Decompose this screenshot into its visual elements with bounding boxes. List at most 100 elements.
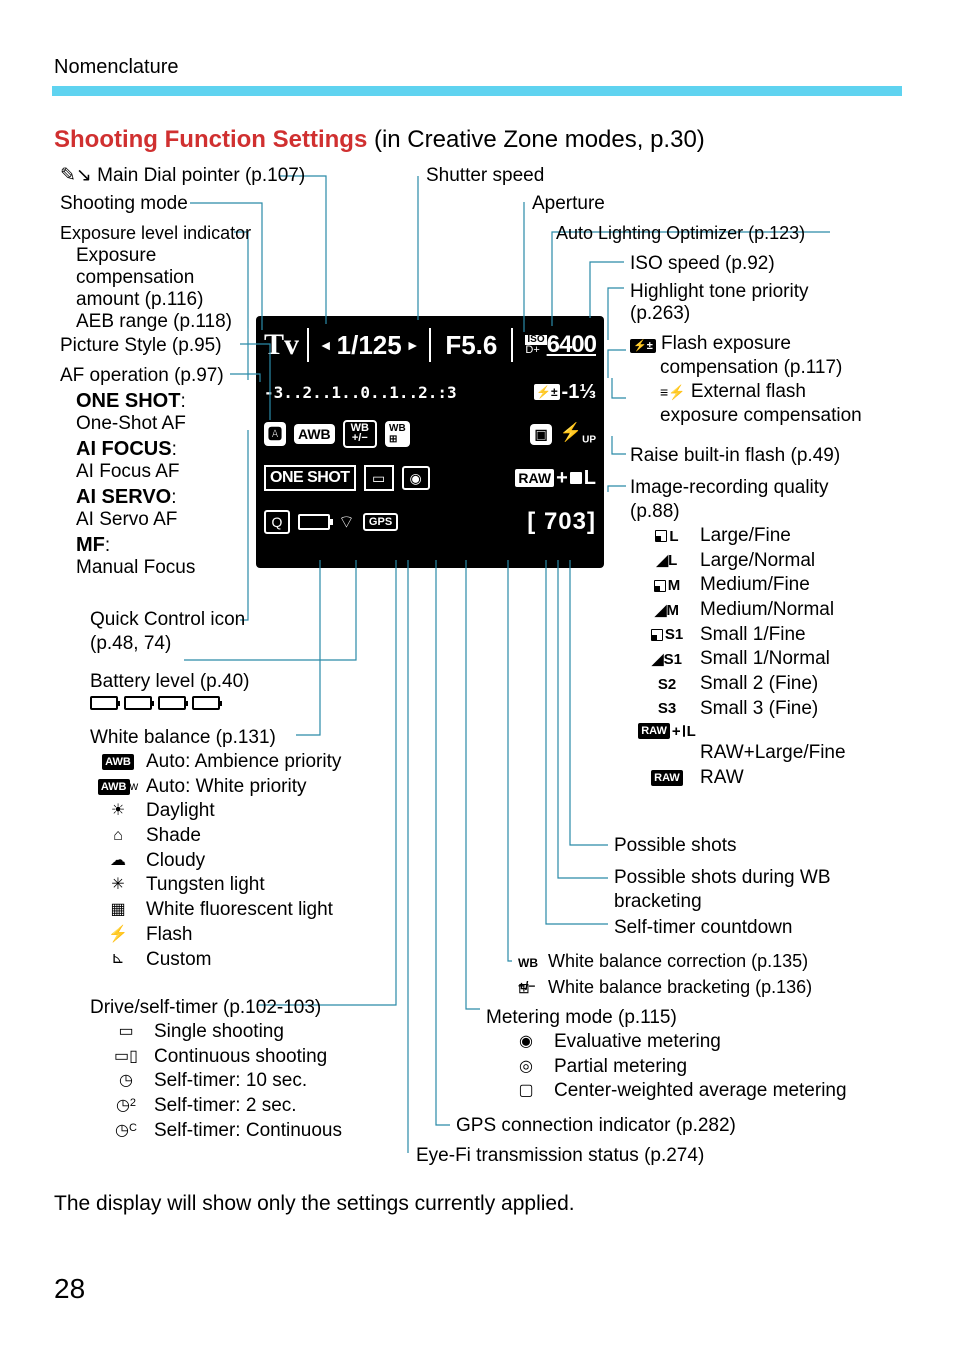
q-mn: Medium/Normal	[700, 598, 834, 623]
lcd-shutter: ◄ 1/125 ►	[317, 330, 421, 361]
aifocus-af: AI Focus AF	[76, 460, 179, 485]
q-lf-icon: L	[646, 527, 688, 547]
drive-cont: Continuous shooting	[154, 1045, 327, 1070]
q-mn-icon: ◢M	[646, 601, 688, 621]
batt-label: Battery level (p.40)	[90, 670, 249, 695]
page-title: Shooting Function Settings (in Creative …	[54, 126, 705, 154]
oneshot-af: One-Shot AF	[76, 412, 186, 437]
wb-list: AWBAuto: Ambience priority AWBwAuto: Whi…	[102, 750, 341, 972]
batt-empty-icon	[192, 696, 220, 710]
meter-title: Metering mode (p.115)	[486, 1006, 677, 1030]
wb-shade: Shade	[146, 824, 201, 849]
exp-comp2: compensation	[76, 266, 194, 291]
wb-daylight: Daylight	[146, 799, 215, 824]
drive-stc: Self-timer: Continuous	[154, 1119, 342, 1144]
lcd-row1: Tv ◄ 1/125 ► F5.6 ISO D+ 6400	[264, 324, 596, 366]
mf-row: MF:	[76, 532, 110, 559]
aeb-label: AEB range (p.118)	[76, 310, 232, 335]
imgq2: (p.88)	[630, 500, 680, 524]
batt-med-icon	[124, 696, 152, 710]
lcd-row3: 🅰 AWB WB+/− WB⊞ ▣ ⚡UP	[264, 416, 596, 452]
lcd-row4: ONE SHOT ▭ ◉ RAW+L	[264, 460, 596, 496]
gps-label: GPS connection indicator (p.282)	[456, 1114, 736, 1138]
imgq1: Image-recording quality	[630, 476, 829, 500]
raise-flash-icon: ⚡UP	[560, 422, 596, 446]
quality-list: LLarge/Fine ◢LLarge/Normal MMedium/Fine …	[646, 524, 846, 790]
htp-label2: (p.263)	[630, 302, 690, 326]
raw-quality: RAW+L	[515, 467, 596, 490]
main-dial-label: ✎↘ Main Dial pointer (p.107)	[60, 164, 305, 188]
extflash-icon: ≡⚡	[660, 384, 686, 400]
qc-label2: (p.48, 74)	[90, 632, 171, 657]
possible-wb1: Possible shots during WB	[614, 866, 831, 890]
htp-label1: Highlight tone priority	[630, 280, 808, 304]
exp-comp3: amount (p.116)	[76, 288, 203, 313]
timerc-icon: ◷C	[110, 1121, 142, 1142]
shooting-mode-label: Shooting mode	[60, 192, 188, 216]
lcd-sep1	[307, 328, 309, 362]
flashexp-row: ⚡± Flash exposure	[630, 332, 791, 356]
flashexp-icon: ⚡±	[630, 339, 656, 353]
q-s1f-icon: S1	[646, 625, 688, 645]
lcd-iso-val: 6400	[547, 331, 596, 359]
wbbrk-chip: WB⊞	[385, 421, 410, 447]
wb-cloudy: Cloudy	[146, 849, 205, 874]
exp-comp1: Exposure	[76, 244, 156, 269]
q-raw-icon: RAW	[646, 770, 688, 786]
aiservo-row: AI SERVO:	[76, 484, 177, 511]
wb-tungsten: Tungsten light	[146, 873, 265, 898]
wb-custom: Custom	[146, 948, 211, 973]
title-bold: Shooting Function Settings	[54, 126, 367, 153]
possible-wb2: bracketing	[614, 890, 702, 914]
drive-title: Drive/self-timer (p.102-103)	[90, 996, 321, 1021]
wb-flash: Flash	[146, 923, 192, 948]
aperture-label: Aperture	[532, 192, 605, 216]
drive-list: ▭Single shooting ▭▯Continuous shooting ◷…	[110, 1020, 342, 1143]
meter-partial: Partial metering	[554, 1055, 687, 1080]
wbpm-chip: WB+/−	[343, 420, 377, 448]
single-icon: ▭	[110, 1022, 142, 1043]
qc-label1: Quick Control icon	[90, 608, 245, 633]
afop-label: AF operation (p.97)	[60, 364, 224, 388]
wb-fluorescent: White fluorescent light	[146, 898, 333, 923]
shade-icon: ⌂	[102, 826, 134, 847]
nomenclature-label: Nomenclature	[54, 56, 179, 79]
picstyle-label: Picture Style (p.95)	[60, 334, 222, 358]
wb-title: White balance (p.131)	[90, 726, 276, 751]
stcount-label: Self-timer countdown	[614, 916, 792, 940]
picstyle-chip: 🅰	[264, 422, 286, 446]
meter-eval: Evaluative metering	[554, 1030, 721, 1055]
alo-chip: ▣	[530, 424, 551, 445]
header-bar	[52, 86, 902, 96]
eyefi-label: Eye-Fi transmission status (p.274)	[416, 1144, 704, 1168]
meter-cw: Center-weighted average metering	[554, 1079, 847, 1104]
shutter-label: Shutter speed	[426, 164, 544, 188]
drive-single: Single shooting	[154, 1020, 284, 1045]
title-rest: (in Creative Zone modes, p.30)	[367, 126, 705, 153]
exposure-scale: -3..2..1..0..1..2.:3	[264, 383, 457, 402]
cw-icon: ▢	[510, 1081, 542, 1102]
page-number: 28	[54, 1273, 85, 1305]
partial-icon: ◎	[510, 1057, 542, 1078]
wbbrk-label: White balance bracketing (p.136)	[548, 976, 812, 999]
drive-st10: Self-timer: 10 sec.	[154, 1069, 307, 1094]
q-s1f: Small 1/Fine	[700, 623, 806, 648]
possible-label: Possible shots	[614, 834, 737, 858]
awb-chip: AWB	[294, 424, 335, 444]
fluorescent-icon: ▦	[102, 900, 134, 921]
flash-icon: ⚡	[102, 925, 134, 946]
drive-st2: Self-timer: 2 sec.	[154, 1094, 297, 1119]
flash-comp-val: -1⅓	[562, 381, 596, 404]
wbcorr-label: White balance correction (p.135)	[548, 950, 808, 973]
drive-chip: ▭	[364, 465, 394, 491]
q-icon: Q	[264, 510, 290, 534]
pointer-right-icon: ►	[406, 337, 420, 353]
q-ln-icon: ◢L	[646, 551, 688, 571]
batt-low-icon	[158, 696, 186, 710]
lcd-mode: Tv	[264, 328, 299, 362]
q-rawl: RAW+Large/Fine	[700, 741, 846, 766]
q-lf: Large/Fine	[700, 524, 791, 549]
q-s2-icon: S2	[646, 675, 688, 695]
q-mf: Medium/Fine	[700, 573, 810, 598]
q-mf-icon: M	[646, 576, 688, 596]
